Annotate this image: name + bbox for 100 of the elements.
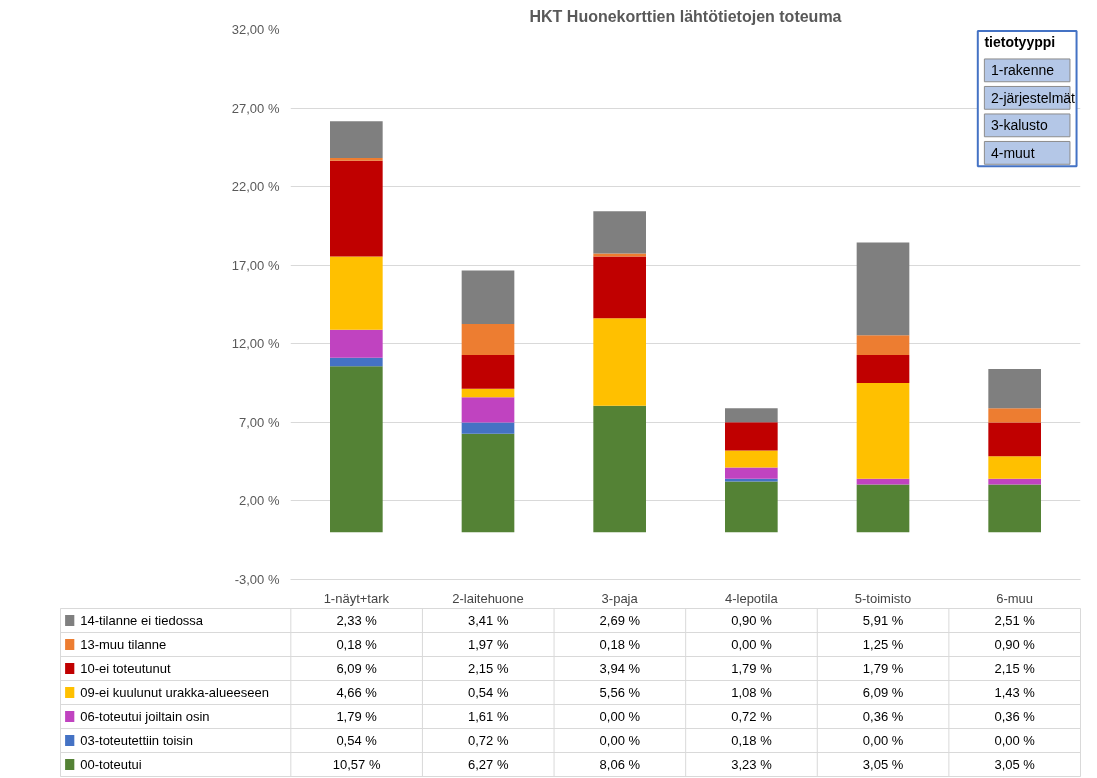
bar	[725, 422, 778, 451]
x-tick-label: 1-näyt+tark	[323, 590, 390, 606]
data-label: 5,56 %	[599, 685, 641, 700]
data-label: 1,79 %	[336, 709, 378, 724]
bar	[330, 366, 383, 533]
bar	[461, 397, 515, 423]
bar	[856, 484, 910, 533]
annotation: 4-muut	[990, 144, 1035, 161]
bar	[330, 329, 383, 358]
bar	[988, 484, 1041, 533]
bar	[725, 408, 778, 423]
bar	[330, 121, 383, 158]
bar	[856, 335, 910, 355]
bar	[593, 211, 646, 254]
bar	[461, 433, 515, 533]
bar	[988, 422, 1041, 457]
data-label: 3,94 %	[599, 661, 641, 676]
y-tick-label: 7,00 %	[239, 414, 280, 430]
y-tick-label: 27,00 %	[231, 100, 280, 116]
data-label: 6,27 %	[468, 757, 509, 772]
bar	[725, 478, 778, 482]
data-label: 3,41 %	[468, 613, 509, 628]
bar	[988, 456, 1041, 479]
data-label: 1,61 %	[468, 709, 509, 724]
bar	[461, 323, 515, 355]
data-label: 0,18 %	[731, 733, 773, 748]
data-label: 1,79 %	[862, 661, 904, 676]
data-label: 2,15 %	[468, 661, 509, 676]
bar	[330, 160, 383, 257]
data-label: 3,05 %	[862, 757, 904, 772]
bar	[988, 368, 1041, 409]
data-label: 0,00 %	[599, 733, 641, 748]
legend-label: 13-muu tilanne	[80, 637, 167, 652]
legend-label: 14-tilanne ei tiedossa	[80, 613, 204, 628]
bar	[725, 467, 778, 479]
data-label: 0,18 %	[336, 637, 378, 652]
x-tick-label: 3-paja	[601, 590, 639, 606]
bar	[856, 354, 910, 384]
bar	[330, 357, 383, 367]
data-label: 0,00 %	[862, 733, 904, 748]
bar	[461, 270, 515, 324]
y-tick-label: -3,00 %	[234, 572, 280, 587]
bar	[856, 242, 910, 336]
data-label: 10,57 %	[332, 757, 381, 772]
x-tick-label: 6-muu	[996, 590, 1034, 606]
data-label: 5,91 %	[862, 613, 904, 628]
bar	[856, 383, 910, 479]
bar	[330, 256, 383, 330]
data-label: 0,54 %	[336, 733, 378, 748]
data-label: 0,36 %	[862, 709, 904, 724]
data-label: 0,72 %	[731, 709, 773, 724]
annotation: 1-rakenne	[990, 62, 1055, 79]
bar	[593, 256, 646, 319]
x-tick-label: 4-lepotila	[724, 590, 779, 606]
data-label: 2,33 %	[336, 613, 378, 628]
legend-label: 06-toteutui joiltain osin	[80, 709, 210, 724]
annotation: 3-kalusto	[990, 117, 1048, 134]
data-label: 2,15 %	[994, 661, 1036, 676]
bar	[593, 405, 646, 533]
y-tick-label: 2,00 %	[239, 493, 280, 509]
bar	[461, 422, 515, 434]
y-tick-label: 17,00 %	[231, 257, 280, 273]
legend-label: 10-ei toteutunut	[80, 661, 171, 676]
legend-label: 09-ei kuulunut urakka-alueeseen	[80, 685, 269, 700]
bar	[461, 388, 515, 398]
data-label: 1,08 %	[731, 685, 773, 700]
data-label: 0,00 %	[599, 709, 641, 724]
data-label: 3,23 %	[731, 757, 773, 772]
x-tick-label: 2-laitehuone	[452, 590, 524, 606]
y-tick-label: 12,00 %	[231, 336, 280, 352]
data-label: 1,25 %	[862, 637, 904, 652]
bar	[461, 354, 515, 389]
data-label: 0,00 %	[994, 733, 1036, 748]
data-label: 0,36 %	[994, 709, 1036, 724]
data-label: 0,72 %	[468, 733, 509, 748]
bar	[330, 157, 383, 161]
bar	[988, 408, 1041, 423]
bar	[725, 450, 778, 468]
annotation: tietotyyppi	[984, 34, 1056, 51]
data-label: 0,00 %	[731, 637, 773, 652]
data-label: 0,90 %	[994, 637, 1036, 652]
data-label: 2,69 %	[599, 613, 641, 628]
data-label: 1,79 %	[731, 661, 773, 676]
bar	[593, 318, 646, 406]
data-label: 3,05 %	[994, 757, 1036, 772]
data-label: 8,06 %	[599, 757, 641, 772]
data-label: 4,66 %	[336, 685, 378, 700]
data-label: 1,97 %	[468, 637, 509, 652]
bar	[725, 481, 778, 533]
y-tick-label: 22,00 %	[231, 179, 280, 195]
data-label: 2,51 %	[994, 613, 1036, 628]
data-label: 6,09 %	[336, 661, 378, 676]
chart-title: HKT Huonekorttien lähtötietojen toteuma	[529, 7, 842, 25]
annotation: 2-järjestelmät	[990, 89, 1076, 106]
x-tick-label: 5-toimisto	[854, 590, 912, 606]
data-label: 1,43 %	[994, 685, 1036, 700]
y-tick-label: 32,00 %	[231, 22, 280, 37]
data-label: 0,18 %	[599, 637, 641, 652]
legend-label: 03-toteutettiin toisin	[80, 733, 193, 748]
legend-label: 00-toteutui	[80, 757, 142, 772]
